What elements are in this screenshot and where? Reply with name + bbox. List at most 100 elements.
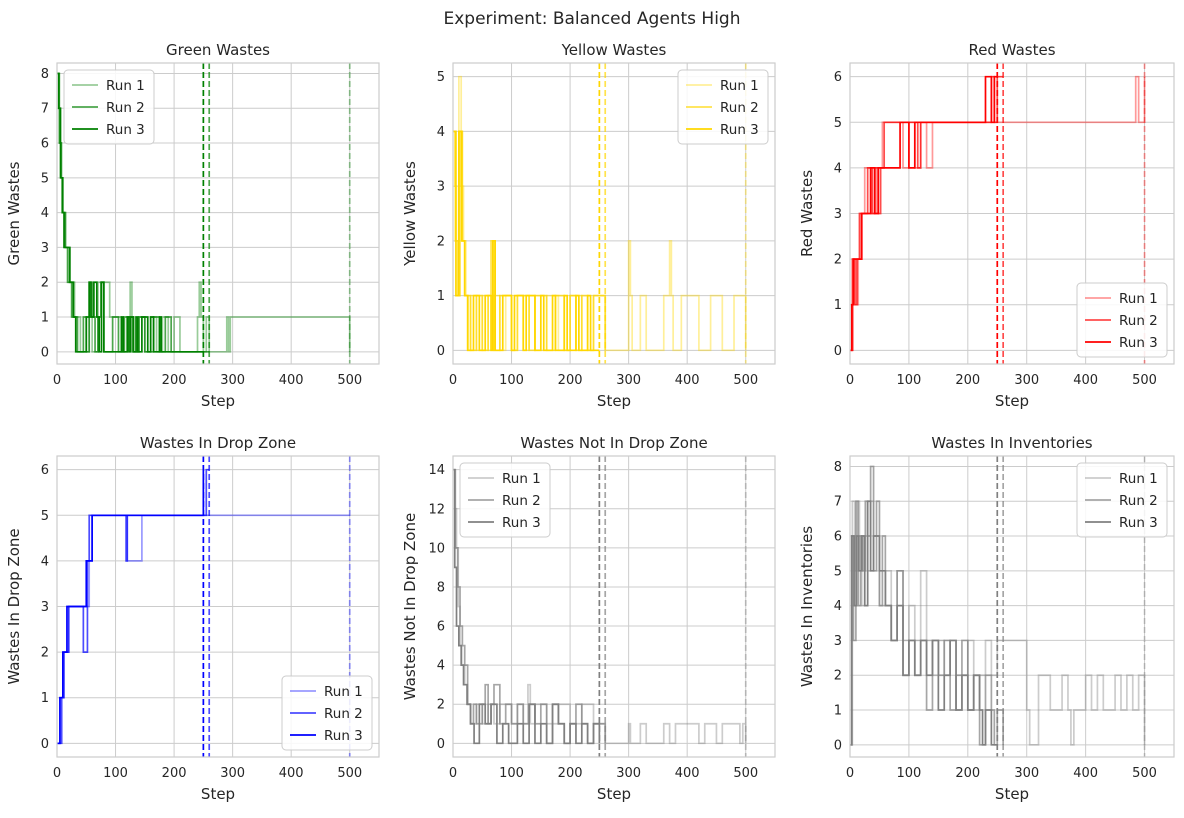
legend-box [63, 69, 155, 145]
y-tick-label: 1 [834, 298, 842, 313]
plot-area [850, 63, 1146, 364]
figure-title: Experiment: Balanced Agents High [443, 9, 740, 29]
y-tick-label: 1 [41, 691, 49, 706]
y-tick-label: 5 [834, 564, 842, 579]
legend: Run 1 Run 2 Run 3 [281, 675, 373, 751]
x-tick-label: 300 [1014, 766, 1039, 781]
x-tick-label: 500 [733, 766, 758, 781]
legend-box [677, 69, 769, 145]
y-axis-label: Wastes In Inventories [798, 526, 816, 687]
x-tick-label: 500 [1132, 766, 1157, 781]
y-tick-label: 4 [834, 161, 842, 176]
y-axis-label: Red Wastes [798, 170, 816, 257]
y-tick-label: 3 [41, 241, 49, 256]
x-tick-label: 300 [616, 766, 641, 781]
series-line-run-3 [453, 130, 600, 352]
y-tick-label: 2 [834, 669, 842, 684]
legend: Run 1 Run 2 Run 3 [1076, 462, 1168, 538]
axes-frame [56, 62, 380, 365]
x-axis-label: Step [995, 785, 1029, 803]
x-tick-label: 500 [733, 373, 758, 388]
y-tick-label: 4 [834, 599, 842, 614]
legend-entry: Run 1 [502, 471, 541, 487]
y-tick-label: 3 [41, 600, 49, 615]
y-tick-label: 1 [834, 704, 842, 719]
legend-entry: Run 2 [106, 100, 145, 116]
y-tick-label: 0 [437, 344, 445, 359]
series-line-run-3 [453, 468, 601, 745]
x-tick-label: 0 [53, 373, 61, 388]
x-tick-label: 200 [955, 373, 980, 388]
y-tick-label: 0 [41, 737, 49, 752]
y-tick-label: 4 [437, 659, 445, 674]
subplot-title: Green Wastes [166, 41, 270, 59]
subplot-1: 0 100 200 300 400 500 0 1 2 3 4 5 6 7 8 Green Wastes Ste… [5, 41, 380, 410]
x-tick-label: 100 [499, 373, 524, 388]
y-tick-label: 3 [437, 180, 445, 195]
y-tick-label: 3 [834, 207, 842, 222]
x-tick-label: 100 [499, 766, 524, 781]
legend-entry: Run 3 [720, 122, 759, 138]
x-tick-label: 400 [1073, 373, 1098, 388]
y-tick-label: 7 [41, 102, 49, 117]
x-tick-label: 300 [616, 373, 641, 388]
x-tick-label: 100 [896, 373, 921, 388]
x-axis-label: Step [995, 392, 1029, 410]
series-line-run-3 [57, 72, 204, 353]
legend-box [1076, 462, 1168, 538]
x-tick-label: 0 [846, 766, 854, 781]
x-tick-label: 0 [449, 766, 457, 781]
x-tick-label: 500 [337, 766, 362, 781]
legend-entry: Run 1 [1119, 471, 1158, 487]
legend-entry: Run 3 [1119, 515, 1158, 531]
subplot-5: 0 100 200 300 400 500 0 2 4 6 8 10 12 14 Wastes Not In… [401, 434, 776, 803]
x-tick-label: 0 [53, 766, 61, 781]
legend-entry: Run 2 [1119, 493, 1158, 509]
y-tick-label: 6 [834, 70, 842, 85]
y-tick-label: 1 [41, 311, 49, 326]
y-tick-label: 5 [41, 171, 49, 186]
axes-frame [849, 62, 1175, 365]
x-axis-label: Step [201, 392, 235, 410]
y-tick-label: 8 [41, 67, 49, 82]
legend: Run 1 Run 2 Run 3 [459, 462, 551, 538]
x-tick-label: 400 [1073, 766, 1098, 781]
y-tick-label: 7 [834, 495, 842, 510]
y-tick-label: 10 [428, 541, 445, 556]
subplot-title: Wastes In Drop Zone [140, 434, 296, 452]
series-line-run-3 [850, 500, 998, 746]
axes-frame [56, 455, 380, 758]
y-axis-label: Wastes In Drop Zone [5, 528, 23, 684]
series-line-run-1 [850, 75, 1146, 352]
plot-area [453, 456, 747, 757]
y-tick-label: 5 [437, 70, 445, 85]
y-tick-label: 8 [437, 580, 445, 595]
legend-entry: Run 1 [1119, 291, 1158, 307]
plot-area [57, 456, 351, 757]
legend-box [1076, 282, 1168, 358]
y-tick-label: 6 [41, 463, 49, 478]
legend-entry: Run 1 [720, 78, 759, 94]
subplot-title: Wastes In Inventories [931, 434, 1092, 452]
subplot-4: 0 100 200 300 400 500 0 1 2 3 4 5 6 Wastes In Drop Zo… [5, 434, 380, 803]
x-tick-label: 200 [955, 766, 980, 781]
x-axis-label: Step [597, 392, 631, 410]
y-tick-label: 2 [437, 698, 445, 713]
y-tick-label: 0 [834, 738, 842, 753]
x-tick-label: 400 [675, 766, 700, 781]
y-tick-label: 2 [41, 646, 49, 661]
x-tick-label: 400 [675, 373, 700, 388]
y-tick-label: 14 [428, 463, 445, 478]
legend-entry: Run 3 [324, 728, 363, 744]
x-tick-label: 300 [220, 766, 245, 781]
legend: Run 1 Run 2 Run 3 [63, 69, 155, 145]
x-tick-label: 400 [279, 373, 304, 388]
y-tick-label: 8 [834, 460, 842, 475]
y-tick-label: 12 [428, 502, 445, 517]
subplot-title: Red Wastes [968, 41, 1055, 59]
x-tick-label: 400 [279, 766, 304, 781]
legend: Run 1 Run 2 Run 3 [1076, 282, 1168, 358]
legend-box [459, 462, 551, 538]
x-tick-label: 300 [1014, 373, 1039, 388]
y-tick-label: 5 [834, 116, 842, 131]
